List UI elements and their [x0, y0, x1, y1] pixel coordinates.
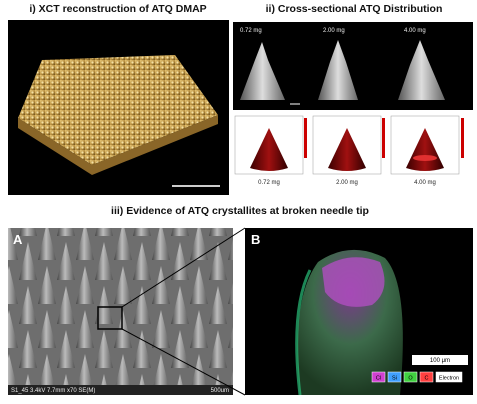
legend-swatch — [387, 371, 402, 383]
sem-footer-bar — [8, 385, 233, 395]
sem-label: 4.00 mg — [404, 28, 426, 34]
scale-box — [412, 355, 468, 365]
sem-label: 2.00 mg — [323, 28, 345, 34]
panel-title: iii) Evidence of ATQ crystallites at bro… — [111, 205, 369, 217]
legend-swatch — [371, 371, 386, 383]
sem-image — [8, 228, 233, 395]
crystallites — [322, 257, 385, 307]
array-side — [18, 115, 218, 175]
edge — [295, 269, 312, 396]
plot-label: 4.00 mg — [414, 180, 436, 186]
plot-label: 2.00 mg — [336, 180, 358, 186]
panel-letter: A — [13, 232, 23, 247]
legend-label: Cl — [376, 376, 381, 382]
legend-label: Electron — [439, 376, 459, 382]
panel-title: ii) Cross-sectional ATQ Distribution — [266, 3, 443, 15]
eds-scale: 100 μm — [430, 358, 450, 364]
legend-label: O — [408, 376, 413, 382]
zoom-line — [121, 328, 246, 396]
panel-letter: B — [251, 232, 260, 247]
array-top — [18, 55, 218, 165]
legend-swatch — [403, 371, 418, 383]
plot-label: 0.72 mg — [258, 180, 280, 186]
legend-swatch — [419, 371, 434, 383]
legend-swatch — [435, 371, 463, 383]
zoom-box — [97, 306, 123, 330]
eds-legend: Cl Si O C Electron — [371, 371, 463, 383]
legend-label: C — [425, 376, 429, 382]
zoom-line — [121, 227, 246, 308]
sem-footer: S1_45 3.4kV 7.7mm x70 SE(M) — [11, 388, 95, 394]
panel-title: i) XCT reconstruction of ATQ DMAP — [29, 3, 206, 15]
legend-label: Si — [392, 376, 397, 382]
sem-label: 0.72 mg — [240, 28, 262, 34]
sem-scale: 500um — [211, 388, 229, 394]
sem-row — [233, 22, 473, 110]
cone-plots — [234, 115, 464, 175]
